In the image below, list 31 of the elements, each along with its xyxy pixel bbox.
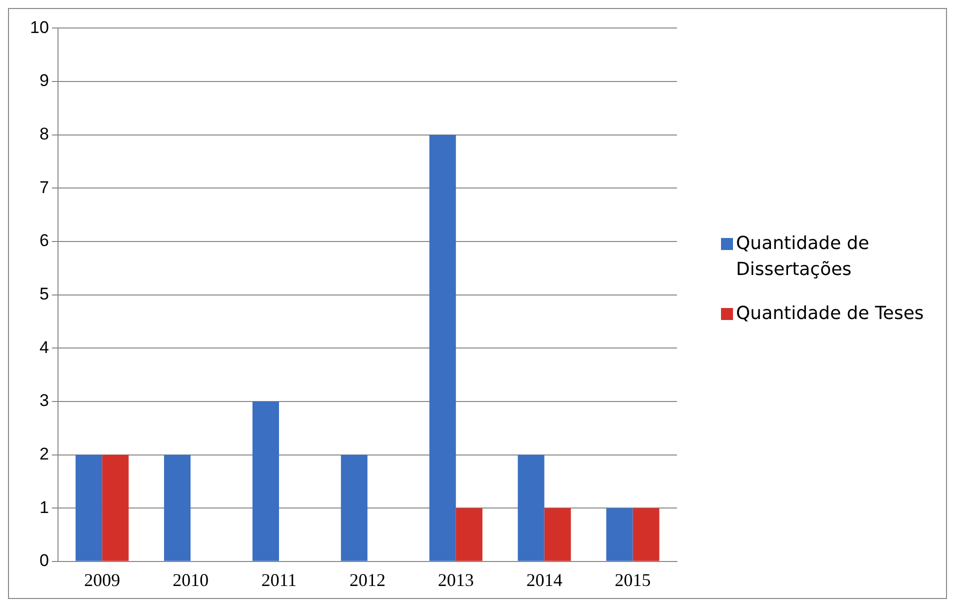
- y-tick-label: 5: [39, 284, 49, 304]
- bar: [76, 454, 102, 561]
- bar: [252, 401, 280, 561]
- x-tick-label: 2012: [349, 570, 386, 590]
- y-tick-label: 3: [39, 391, 49, 410]
- bar: [164, 454, 191, 561]
- bar: [544, 508, 571, 561]
- bar: [632, 508, 660, 561]
- y-tick-label: 10: [30, 18, 49, 37]
- y-tick-label: 4: [39, 338, 49, 357]
- bar: [518, 454, 544, 561]
- bar: [456, 508, 482, 561]
- x-tick-label: 2015: [614, 570, 651, 590]
- y-tick-label: 6: [39, 231, 49, 250]
- y-tick-label: 8: [39, 124, 49, 144]
- legend-label: Quantidade de Teses: [736, 302, 924, 326]
- x-tick-label: 2011: [261, 570, 297, 590]
- x-tick-label: 2014: [526, 570, 562, 590]
- y-tick-label: 0: [39, 551, 49, 570]
- x-tick-label: 2009: [84, 570, 120, 590]
- legend-label: Quantidade de Dissertações: [736, 232, 870, 282]
- bar: [102, 454, 129, 561]
- y-tick-label: 1: [39, 498, 49, 517]
- x-tick-label: 2013: [438, 570, 474, 590]
- bar: [340, 454, 368, 561]
- bar: [429, 134, 456, 561]
- y-tick-label: 9: [39, 71, 49, 90]
- bar: [606, 508, 633, 561]
- y-tick-label: 7: [39, 178, 49, 197]
- y-tick-label: 2: [39, 444, 49, 464]
- x-tick-label: 2010: [172, 570, 209, 590]
